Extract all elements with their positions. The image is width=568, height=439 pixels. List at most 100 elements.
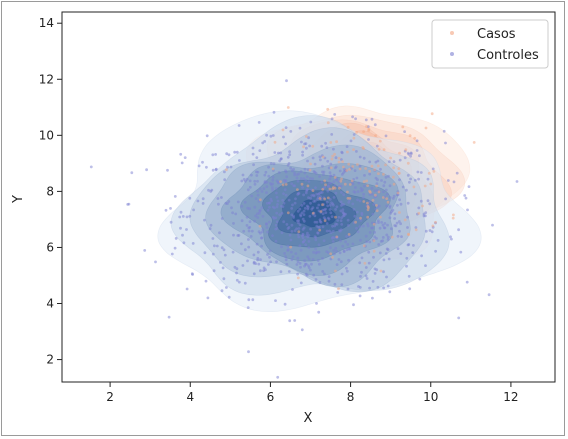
point-controles (292, 216, 295, 219)
point-controles (406, 201, 410, 205)
point-controles (332, 249, 336, 252)
point-controles (353, 169, 357, 173)
point-controles (345, 266, 348, 270)
point-casos (259, 198, 262, 202)
point-controles (416, 170, 420, 174)
point-controles (321, 257, 324, 260)
point-controles (301, 186, 304, 189)
point-controles (315, 192, 319, 196)
point-casos (406, 161, 410, 165)
point-controles (271, 234, 274, 238)
point-casos (347, 162, 351, 166)
point-casos (368, 189, 371, 193)
point-controles (203, 251, 207, 255)
point-casos (318, 228, 322, 232)
point-controles (362, 192, 365, 196)
point-casos (335, 235, 339, 239)
point-controles (405, 256, 409, 260)
point-controles (253, 179, 257, 183)
point-controles (212, 269, 216, 273)
point-casos (403, 218, 407, 222)
point-controles (331, 230, 335, 233)
point-casos (430, 112, 434, 116)
point-controles (398, 198, 401, 202)
point-controles (413, 178, 417, 182)
point-controles (353, 214, 357, 218)
point-controles (403, 130, 406, 134)
point-casos (390, 235, 394, 239)
point-casos (423, 184, 427, 188)
point-controles (333, 184, 337, 187)
point-controles (290, 223, 294, 227)
point-controles (367, 250, 371, 254)
point-controles (412, 244, 415, 247)
point-controles (262, 266, 266, 270)
point-casos (368, 169, 371, 173)
point-controles (258, 187, 262, 191)
point-controles (305, 146, 308, 150)
point-controles (370, 192, 374, 196)
point-controles (330, 215, 334, 219)
point-controles (288, 319, 292, 323)
point-controles (302, 193, 305, 197)
point-casos (331, 154, 335, 158)
point-casos (286, 211, 290, 215)
point-controles (242, 229, 246, 233)
y-axis-label: Y (11, 195, 26, 204)
point-casos (339, 179, 343, 183)
point-casos (407, 232, 410, 236)
point-controles (314, 238, 318, 242)
point-controles (298, 262, 302, 265)
point-controles (252, 272, 256, 276)
point-controles (232, 222, 235, 225)
point-controles (248, 207, 252, 211)
point-controles (352, 303, 355, 307)
point-controles (240, 219, 244, 223)
point-controles (246, 188, 250, 192)
point-casos (318, 197, 322, 200)
point-controles (419, 171, 423, 174)
point-controles (271, 182, 275, 186)
point-controles (253, 219, 256, 223)
point-controles (255, 156, 259, 160)
point-controles (329, 162, 333, 166)
point-controles (368, 286, 371, 290)
plot-area-border (61, 11, 556, 383)
point-casos (331, 256, 334, 259)
point-controles (306, 231, 309, 235)
legend-label-casos: Casos (477, 27, 516, 42)
point-casos (354, 220, 357, 224)
point-controles (306, 255, 310, 259)
point-controles (267, 263, 270, 266)
point-controles (431, 167, 435, 171)
point-controles (330, 133, 334, 136)
point-controles (340, 151, 344, 155)
point-controles (315, 302, 318, 305)
point-controles (299, 265, 302, 269)
point-controles (360, 270, 363, 274)
point-casos (348, 197, 352, 200)
point-controles (220, 246, 224, 250)
point-casos (363, 261, 367, 265)
point-controles (392, 160, 396, 164)
point-casos (347, 233, 351, 236)
point-controles (396, 203, 399, 207)
point-controles (302, 219, 306, 223)
point-controles (284, 258, 288, 262)
point-controles (362, 196, 365, 200)
point-controles (313, 214, 317, 218)
point-controles (463, 194, 467, 197)
point-controles (217, 202, 220, 206)
point-casos (279, 180, 282, 184)
point-controles (452, 180, 456, 184)
point-controles (464, 196, 468, 200)
point-controles (308, 144, 311, 148)
point-controles (296, 192, 300, 195)
point-controles (179, 152, 183, 156)
point-controles (289, 238, 293, 242)
point-controles (219, 261, 222, 264)
point-controles (327, 166, 331, 170)
point-controles (359, 219, 363, 222)
point-controles (331, 224, 334, 228)
point-controles (261, 228, 265, 232)
